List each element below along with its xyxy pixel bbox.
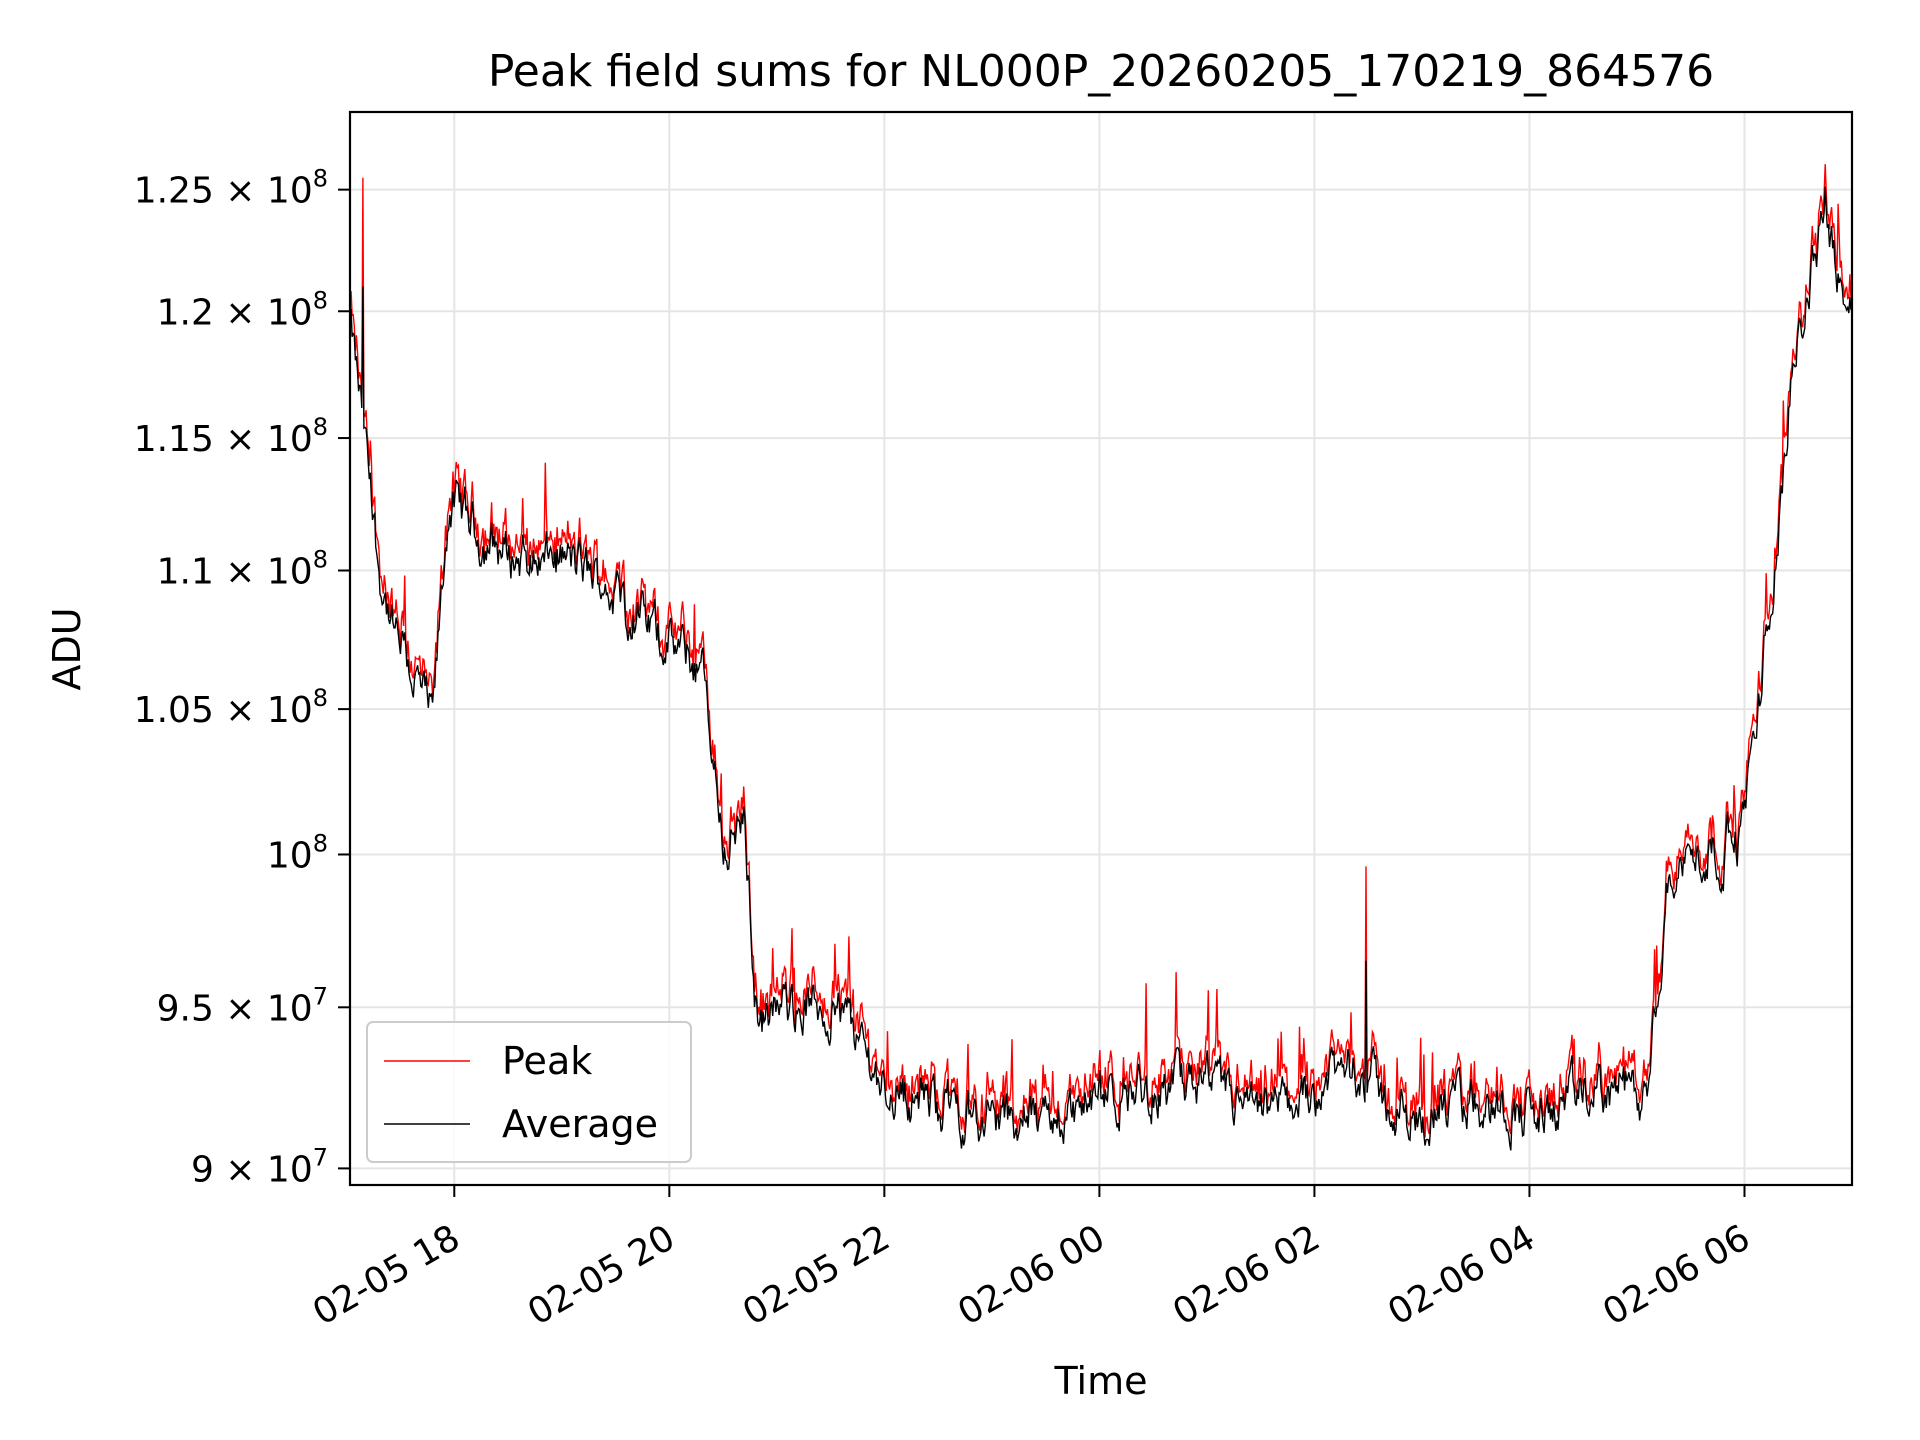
y-tick-label: 108 (267, 829, 328, 876)
series-line-average (349, 186, 1853, 1151)
y-tick-label: 1.1 × 108 (157, 546, 328, 593)
legend: Peak Average (366, 1021, 692, 1163)
y-tick-label: 9 × 107 (191, 1143, 328, 1190)
legend-peak-label: Peak (502, 1039, 592, 1083)
y-tick-label: 1.05 × 108 (134, 684, 328, 731)
x-axis-label: Time (1054, 1359, 1148, 1403)
legend-average-label: Average (502, 1102, 658, 1146)
chart-title: Peak field sums for NL000P_20260205_1702… (488, 46, 1714, 97)
grid (350, 112, 1852, 1185)
plot-frame (348, 110, 1854, 1187)
y-axis-label: ADU (45, 607, 89, 690)
legend-frame (366, 1021, 692, 1163)
y-tick-label: 1.15 × 108 (134, 413, 328, 460)
y-tick-label: 1.2 × 108 (157, 286, 328, 333)
y-tick-label: 1.25 × 108 (134, 165, 328, 212)
y-tick-label: 9.5 × 107 (157, 982, 328, 1029)
series-layer (349, 164, 1853, 1151)
